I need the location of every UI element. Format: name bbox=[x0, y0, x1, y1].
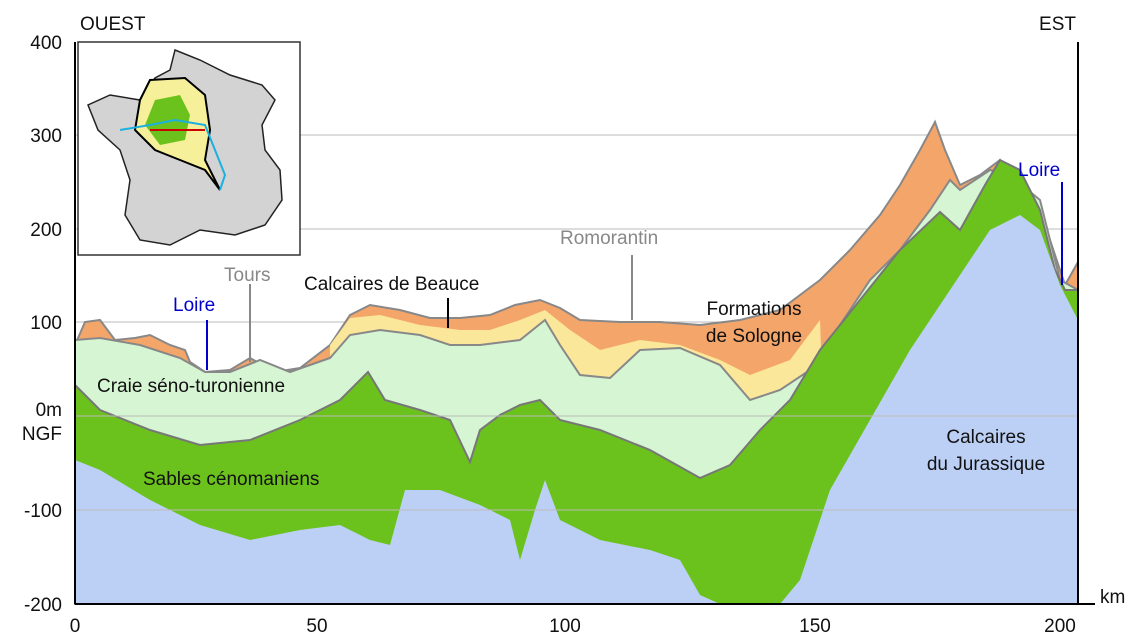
inset-map bbox=[77, 41, 301, 256]
east-label: EST bbox=[1039, 14, 1076, 35]
x-tick-label: 100 bbox=[549, 616, 581, 637]
jurassique-layer bbox=[75, 215, 1078, 604]
x-tick-label: 50 bbox=[306, 616, 327, 637]
layer-label: du Jurassique bbox=[927, 454, 1045, 475]
layers bbox=[74, 119, 1079, 605]
layer-label: Calcaires bbox=[946, 427, 1025, 448]
place-label: Loire bbox=[173, 295, 215, 316]
y-tick-label: -200 bbox=[24, 595, 62, 616]
basin-core bbox=[145, 95, 190, 145]
y-tick-label: 300 bbox=[30, 126, 62, 147]
west-label: OUEST bbox=[80, 14, 146, 35]
markers bbox=[206, 182, 1063, 370]
y-tick-label: 200 bbox=[30, 220, 62, 241]
y-tick-label: 0m bbox=[36, 400, 62, 421]
loire-river bbox=[119, 118, 227, 191]
place-label: Romorantin bbox=[560, 228, 658, 249]
datum-label: NGF bbox=[22, 424, 62, 445]
x-tick-label: 150 bbox=[799, 616, 831, 637]
layer-label: de Sologne bbox=[706, 326, 802, 347]
labels: OUEST EST 400 300 200 100 0m NGF -100 -2… bbox=[22, 14, 1125, 637]
layer-label: Calcaires de Beauce bbox=[304, 274, 479, 295]
x-tick-label: 0 bbox=[70, 616, 81, 637]
place-label: Loire bbox=[1018, 160, 1060, 181]
y-tick-label: 400 bbox=[30, 33, 62, 54]
frame bbox=[74, 42, 1095, 605]
sables-layer bbox=[74, 158, 1079, 605]
layer-label: Formations bbox=[706, 299, 801, 320]
layer-label: Craie séno-turonienne bbox=[97, 376, 285, 397]
x-unit: km bbox=[1100, 587, 1125, 608]
y-tick-label: 100 bbox=[30, 313, 62, 334]
y-tick-label: -100 bbox=[24, 501, 62, 522]
x-tick-label: 200 bbox=[1044, 616, 1076, 637]
layer-label: Sables cénomaniens bbox=[143, 469, 319, 490]
place-label: Tours bbox=[224, 265, 270, 286]
